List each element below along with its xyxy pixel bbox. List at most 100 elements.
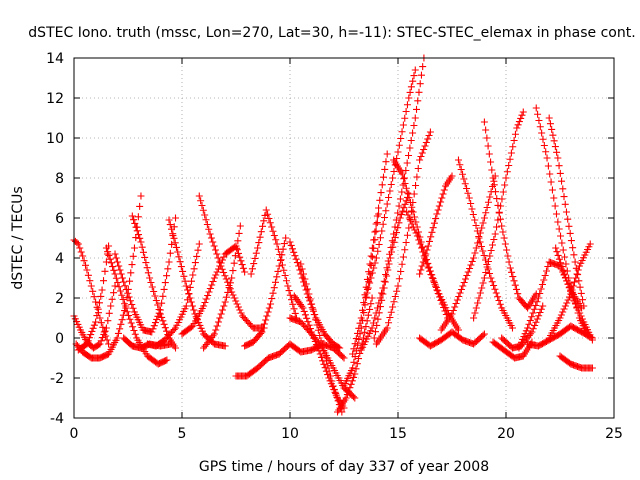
- series: [552, 244, 596, 344]
- data-point: [546, 170, 554, 178]
- data-point: [167, 340, 175, 348]
- data-point: [511, 281, 519, 289]
- data-point: [519, 108, 527, 116]
- data-point: [226, 279, 234, 287]
- data-point: [252, 249, 260, 257]
- data-point: [439, 190, 447, 198]
- data-point: [365, 268, 373, 276]
- data-point: [479, 219, 487, 227]
- data-point: [153, 315, 161, 323]
- data-point: [355, 324, 363, 332]
- data-point: [486, 270, 494, 277]
- data-point: [371, 259, 379, 267]
- data-point: [172, 243, 180, 251]
- data-point: [328, 377, 336, 385]
- data-point: [440, 186, 448, 194]
- data-point: [121, 282, 129, 290]
- data-point: [278, 261, 286, 269]
- data-point: [102, 258, 110, 266]
- data-point: [503, 246, 511, 254]
- data-point: [306, 325, 314, 333]
- data-point: [551, 143, 559, 151]
- y-tick-label: 14: [46, 51, 64, 67]
- data-point: [429, 224, 437, 232]
- x-axis-label: GPS time / hours of day 337 of year 2008: [199, 459, 489, 475]
- data-point: [417, 153, 425, 160]
- data-point: [327, 372, 334, 380]
- data-point: [423, 246, 431, 254]
- data-point: [402, 239, 410, 246]
- data-point: [404, 211, 412, 219]
- data-point: [390, 298, 398, 306]
- data-point: [236, 222, 244, 230]
- data-point: [587, 333, 595, 341]
- data-point: [564, 296, 572, 304]
- data-point: [289, 300, 297, 308]
- data-point: [405, 214, 413, 222]
- data-point: [359, 334, 367, 342]
- data-point: [487, 247, 495, 254]
- data-point: [347, 380, 355, 388]
- data-point: [311, 337, 319, 345]
- data-point: [118, 316, 126, 324]
- data-point: [354, 329, 362, 337]
- data-point: [573, 303, 581, 311]
- data-point: [230, 294, 238, 302]
- data-point: [493, 195, 501, 203]
- data-point: [463, 185, 471, 192]
- data-point: [378, 296, 386, 304]
- data-point: [211, 246, 219, 254]
- data-point: [491, 230, 499, 238]
- data-point: [411, 114, 419, 122]
- data-point: [127, 269, 135, 277]
- data-point: [194, 246, 202, 254]
- data-point: [366, 260, 374, 268]
- data-point: [314, 326, 322, 334]
- data-point: [189, 271, 197, 279]
- data-point: [219, 306, 226, 314]
- data-point: [405, 152, 413, 159]
- data-point: [468, 258, 476, 265]
- data-point: [350, 358, 358, 366]
- data-point: [492, 188, 500, 196]
- x-tick-label: 25: [605, 426, 623, 442]
- data-point: [127, 319, 135, 327]
- data-point: [300, 307, 308, 315]
- data-point: [137, 238, 145, 246]
- data-point: [130, 244, 138, 252]
- data-point: [554, 251, 562, 259]
- data-point: [415, 236, 423, 244]
- data-point: [367, 252, 375, 260]
- data-point: [479, 279, 487, 287]
- data-point: [550, 137, 558, 145]
- series: [232, 340, 294, 380]
- data-point: [412, 182, 420, 189]
- data-point: [532, 104, 540, 112]
- data-point: [396, 214, 404, 222]
- data-point: [577, 312, 585, 320]
- data-point: [561, 302, 569, 310]
- data-point: [506, 264, 514, 272]
- data-point: [146, 274, 154, 282]
- data-point: [405, 94, 413, 102]
- data-point: [454, 156, 462, 164]
- data-point: [418, 149, 426, 157]
- data-point: [495, 297, 503, 304]
- data-point: [509, 143, 517, 151]
- data-point: [233, 244, 241, 252]
- data-point: [329, 382, 337, 390]
- data-point: [375, 204, 383, 212]
- data-point: [457, 166, 465, 173]
- data-point: [172, 214, 180, 222]
- data-point: [162, 357, 170, 365]
- data-point: [342, 394, 350, 402]
- data-point: [466, 265, 474, 272]
- data-point: [483, 263, 491, 271]
- data-point: [201, 211, 209, 219]
- data-point: [508, 324, 516, 332]
- data-point: [203, 221, 211, 228]
- data-point: [475, 294, 483, 302]
- data-point: [185, 290, 193, 298]
- series: [334, 294, 376, 416]
- data-point: [129, 252, 137, 260]
